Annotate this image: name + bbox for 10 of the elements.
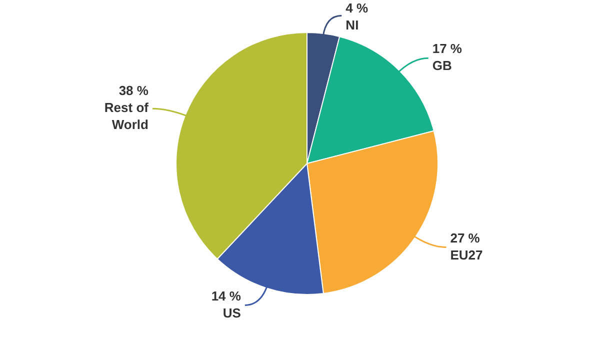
data-label: 4 %: [346, 0, 369, 16]
data-label: 14 %: [211, 288, 242, 304]
data-label: 38 %: [118, 83, 149, 98]
data-label: 27 %: [450, 230, 480, 246]
slice-label: EU27: [450, 247, 483, 262]
slice-label: Rest of World: [104, 100, 150, 132]
data-label: 17 %: [432, 41, 462, 56]
slice-label: GB: [432, 58, 452, 74]
slice-label: US: [222, 305, 242, 320]
slice-label: NI: [346, 18, 359, 33]
